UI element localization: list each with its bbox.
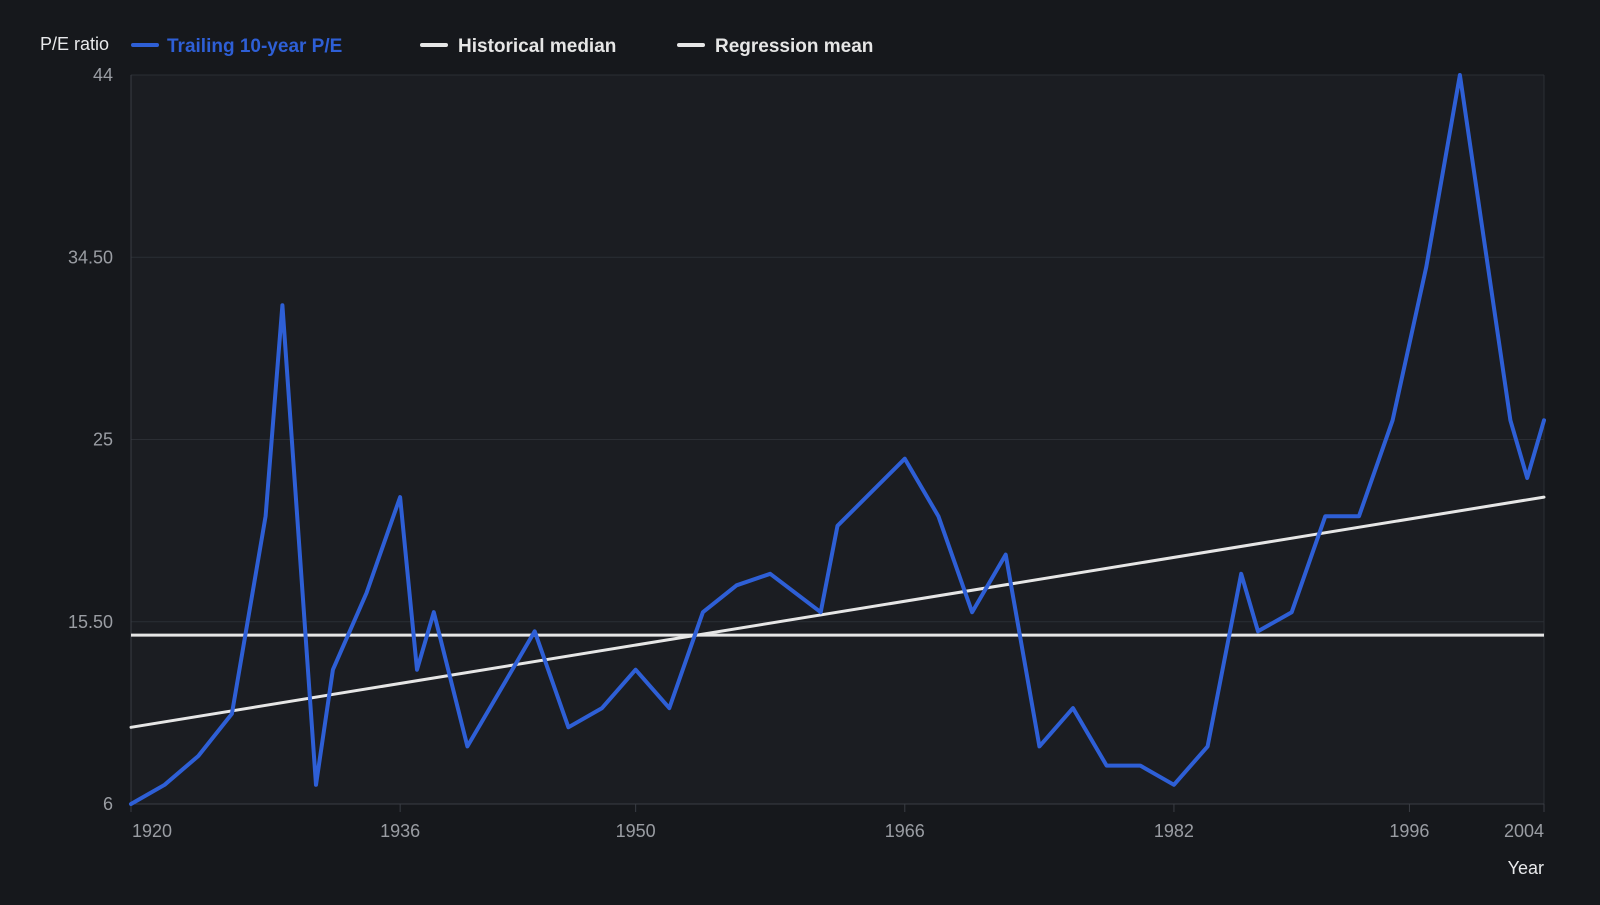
legend-item-historical-median[interactable]: Historical median <box>420 36 616 57</box>
axes: 6 15.50 25 34.50 44 1920 1936 1950 1966 1982 1996 2… <box>68 65 1545 841</box>
x-tick-label: 1966 <box>885 821 925 841</box>
series-line-trailing-pe <box>129 73 1546 806</box>
x-tick-label: 2004 <box>1504 821 1544 841</box>
x-tick-label: 1920 <box>132 821 172 841</box>
y-tick-label: 15.50 <box>68 612 113 632</box>
x-tick-label: 1982 <box>1154 821 1194 841</box>
y-tick-label: 34.50 <box>68 247 113 267</box>
legend-swatch-regression-mean <box>677 43 705 47</box>
legend-label-trailing-pe: Trailing 10-year P/E <box>167 36 342 57</box>
y-axis-title: P/E ratio <box>40 34 109 54</box>
x-tick-label: 1936 <box>380 821 420 841</box>
legend: Trailing 10-year P/E Historical median R… <box>131 36 873 57</box>
y-tick-label: 44 <box>93 65 113 85</box>
x-axis-title: Year <box>1508 858 1544 878</box>
series-line-regression-mean <box>129 495 1546 729</box>
legend-label-regression-mean: Regression mean <box>715 36 873 57</box>
y-tick-label: 25 <box>93 430 113 450</box>
legend-label-historical-median: Historical median <box>458 36 616 57</box>
x-tick-label: 1950 <box>616 821 656 841</box>
legend-item-trailing-pe[interactable]: Trailing 10-year P/E <box>131 36 342 57</box>
series-layer <box>129 73 1546 806</box>
legend-item-regression-mean[interactable]: Regression mean <box>677 36 873 57</box>
legend-swatch-trailing-pe <box>131 43 159 47</box>
x-tick-label: 1996 <box>1389 821 1429 841</box>
y-tick-label: 6 <box>103 794 113 814</box>
legend-swatch-historical-median <box>420 43 448 47</box>
